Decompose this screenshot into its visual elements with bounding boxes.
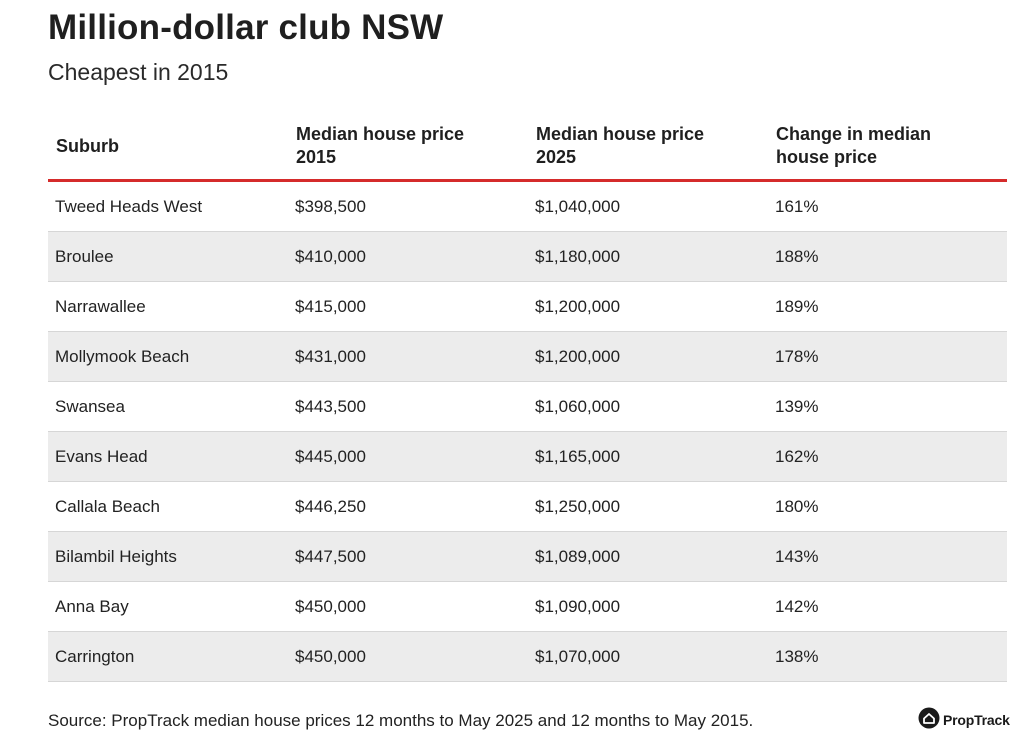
cell-price-2015: $447,500 (288, 531, 528, 582)
cell-change: 139% (768, 381, 1007, 432)
cell-price-2015: $398,500 (288, 180, 528, 232)
table-row: Carrington $450,000 $1,070,000 138% (48, 631, 1007, 682)
cell-suburb: Bilambil Heights (48, 531, 288, 582)
table-body: Tweed Heads West $398,500 $1,040,000 161% Br… (48, 180, 1007, 682)
cell-change: 180% (768, 481, 1007, 532)
cell-suburb: Tweed Heads West (48, 180, 288, 232)
cell-change: 161% (768, 180, 1007, 232)
cell-suburb: Carrington (48, 631, 288, 682)
column-header-change-text: Change in median house price (776, 124, 932, 167)
cell-suburb: Mollymook Beach (48, 331, 288, 382)
cell-suburb: Evans Head (48, 431, 288, 482)
column-header-price-2015-text: Median house price 2015 (296, 124, 465, 167)
table-row: Callala Beach $446,250 $1,250,000 180% (48, 481, 1007, 532)
cell-price-2015: $443,500 (288, 381, 528, 432)
proptrack-logo: PropTrack (918, 707, 1010, 733)
table-row: Swansea $443,500 $1,060,000 139% (48, 381, 1007, 432)
chart-title: Million-dollar club NSW (48, 8, 444, 47)
cell-price-2015: $446,250 (288, 481, 528, 532)
cell-suburb: Callala Beach (48, 481, 288, 532)
cell-change: 188% (768, 231, 1007, 282)
cell-price-2025: $1,180,000 (528, 231, 768, 282)
table-row: Anna Bay $450,000 $1,090,000 142% (48, 581, 1007, 632)
cell-price-2025: $1,040,000 (528, 180, 768, 232)
cell-suburb: Broulee (48, 231, 288, 282)
cell-suburb: Swansea (48, 381, 288, 432)
table-row: Broulee $410,000 $1,180,000 188% (48, 231, 1007, 282)
cell-price-2015: $431,000 (288, 331, 528, 382)
cell-price-2015: $450,000 (288, 631, 528, 682)
cell-price-2025: $1,200,000 (528, 331, 768, 382)
cell-price-2025: $1,165,000 (528, 431, 768, 482)
cell-suburb: Anna Bay (48, 581, 288, 632)
source-note: Source: PropTrack median house prices 12… (48, 711, 754, 730)
cell-change: 189% (768, 281, 1007, 332)
table-row: Tweed Heads West $398,500 $1,040,000 161% (48, 180, 1007, 232)
chart-subtitle: Cheapest in 2015 (48, 59, 229, 85)
cell-price-2015: $450,000 (288, 581, 528, 632)
cell-change: 162% (768, 431, 1007, 482)
cell-price-2015: $445,000 (288, 431, 528, 482)
cell-suburb: Narrawallee (48, 281, 288, 332)
column-header-suburb: Suburb (48, 113, 288, 182)
logo-text: PropTrack (943, 712, 1010, 728)
column-header-price-2025-text: Median house price 2025 (536, 124, 705, 167)
cell-price-2015: $415,000 (288, 281, 528, 332)
table-row: Mollymook Beach $431,000 $1,200,000 178% (48, 331, 1007, 382)
cell-price-2025: $1,200,000 (528, 281, 768, 332)
cell-change: 143% (768, 531, 1007, 582)
house-icon (918, 707, 940, 734)
cell-price-2025: $1,060,000 (528, 381, 768, 432)
cell-price-2025: $1,250,000 (528, 481, 768, 532)
table-row: Narrawallee $415,000 $1,200,000 189% (48, 281, 1007, 332)
price-table: Suburb Median house price 2015 Median ho… (48, 113, 1007, 682)
cell-change: 142% (768, 581, 1007, 632)
column-header-price-2025: Median house price 2025 (528, 113, 768, 182)
cell-change: 178% (768, 331, 1007, 382)
cell-price-2025: $1,090,000 (528, 581, 768, 632)
table-row: Bilambil Heights $447,500 $1,089,000 143% (48, 531, 1007, 582)
cell-price-2025: $1,089,000 (528, 531, 768, 582)
column-header-price-2015: Median house price 2015 (288, 113, 528, 182)
price-table-container: Suburb Median house price 2015 Median ho… (48, 113, 1007, 682)
table-row: Evans Head $445,000 $1,165,000 162% (48, 431, 1007, 482)
column-header-change: Change in median house price (768, 113, 1007, 182)
cell-change: 138% (768, 631, 1007, 682)
table-header-row: Suburb Median house price 2015 Median ho… (48, 113, 1007, 182)
cell-price-2025: $1,070,000 (528, 631, 768, 682)
cell-price-2015: $410,000 (288, 231, 528, 282)
